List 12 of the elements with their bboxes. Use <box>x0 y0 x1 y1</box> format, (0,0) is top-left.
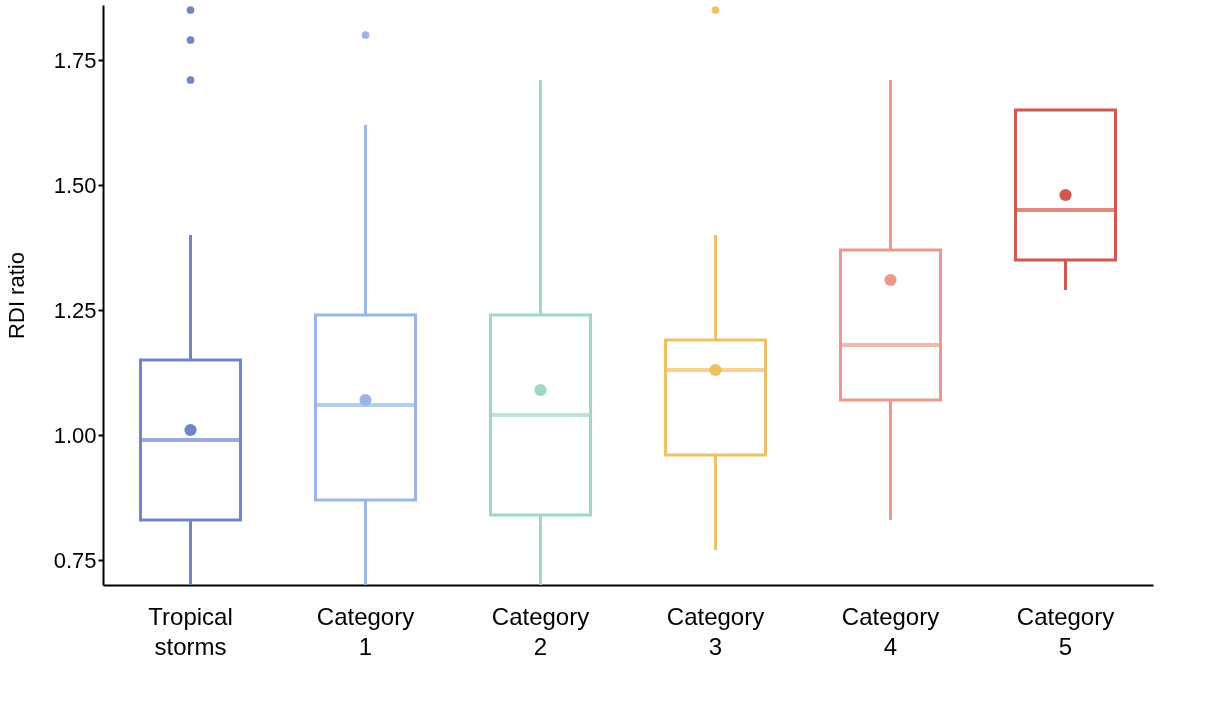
y-tick-label: 1.50 <box>53 172 97 198</box>
x-tick-label: Category 4 <box>841 602 940 660</box>
x-tick-label: Category 2 <box>491 602 590 660</box>
x-tick-label: Category 1 <box>316 602 415 660</box>
y-tick-label: 1.25 <box>53 297 97 323</box>
x-tick-label: Category 5 <box>1016 602 1115 660</box>
x-tick-label: Tropical storms <box>148 602 233 660</box>
y-tick-label: 0.75 <box>53 547 97 573</box>
x-tick-label: Category 3 <box>666 602 765 660</box>
y-axis-title: RDI ratio <box>3 252 29 339</box>
y-tick-label: 1.75 <box>53 47 97 73</box>
y-tick-label: 1.00 <box>53 422 97 448</box>
